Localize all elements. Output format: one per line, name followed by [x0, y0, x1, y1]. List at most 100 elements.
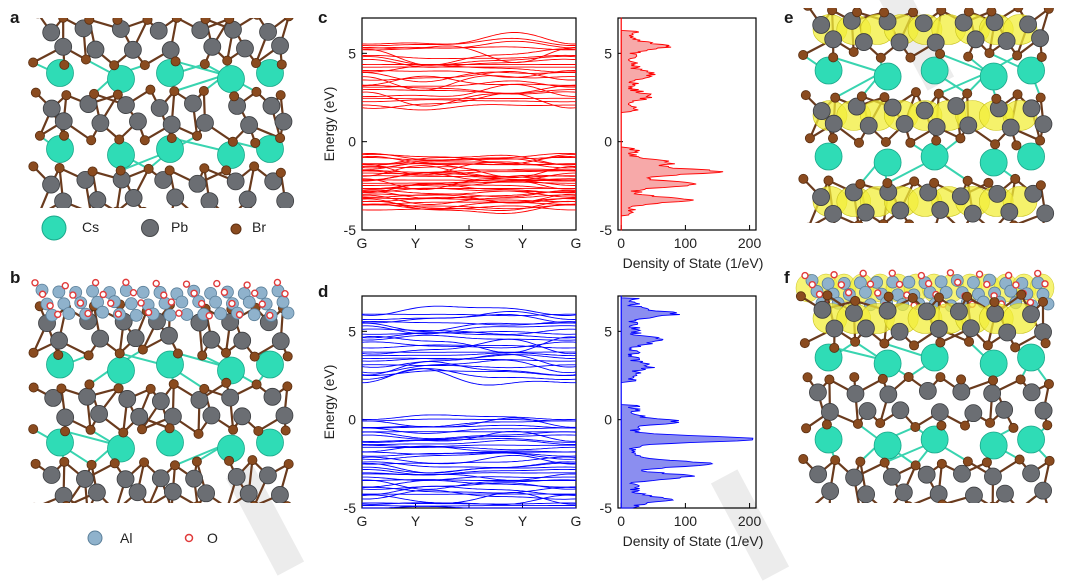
dos-x-tick-label: 200 [738, 235, 762, 251]
o-atom [62, 283, 68, 289]
pb-atom [189, 175, 206, 192]
pb-atom [1037, 205, 1054, 222]
br-atom [850, 372, 859, 381]
br-atom [911, 461, 920, 470]
cs-atom [980, 432, 1007, 459]
br-atom [87, 460, 96, 469]
br-atom [225, 18, 234, 24]
o-atom [153, 280, 159, 286]
pb-atom [227, 173, 244, 190]
pb-atom-icon [137, 216, 167, 242]
br-atom [799, 454, 808, 463]
br-atom [799, 174, 808, 183]
br-atom [276, 133, 285, 142]
pb-atom [962, 320, 979, 337]
o-atom [926, 281, 932, 287]
o-atom [244, 282, 250, 288]
y-tick-label: 5 [604, 323, 612, 339]
pb-atom [272, 37, 289, 54]
pb-atom [896, 115, 913, 132]
pb-atom [953, 465, 970, 482]
pb-atom [960, 117, 977, 134]
pb-atom [857, 320, 874, 337]
br-atom [169, 380, 178, 389]
al-atom [243, 296, 255, 308]
pb-atom [164, 408, 181, 425]
pb-atom [860, 117, 877, 134]
pb-atom [228, 468, 245, 485]
br-atom [825, 375, 834, 384]
br-atom [880, 339, 889, 348]
o-atom [875, 290, 881, 296]
al-atom [63, 307, 75, 319]
br-atom [284, 18, 293, 21]
br-atom [254, 426, 263, 435]
dos-curve [621, 296, 753, 508]
legend-label-o: O [207, 530, 218, 546]
pb-atom [950, 303, 967, 320]
cs-atom [108, 142, 135, 169]
pb-atom [129, 484, 146, 501]
pb-atom [826, 320, 843, 337]
pb-atom [271, 486, 288, 503]
br-atom [992, 94, 1001, 103]
br-atom [251, 58, 260, 67]
pb-atom [895, 484, 912, 501]
br-atom [1009, 423, 1018, 432]
pb-atom [1020, 16, 1037, 33]
pb-atom [76, 470, 93, 487]
al-atom [935, 276, 947, 288]
br-atom [935, 49, 944, 58]
o-atom [977, 271, 983, 277]
o-atom [889, 270, 895, 276]
dos-x-tick-label: 0 [617, 235, 625, 251]
pb-atom [855, 34, 872, 51]
cs-atom [980, 149, 1007, 176]
br-atom [200, 60, 209, 69]
br-atom [851, 337, 860, 346]
br-atom [29, 58, 38, 67]
o-atom [252, 290, 258, 296]
br-atom-icon [227, 220, 247, 240]
y-tick-label: 5 [348, 323, 356, 339]
br-atom [167, 134, 176, 143]
pb-atom [999, 324, 1016, 341]
al-atom [277, 296, 289, 308]
br-atom [171, 57, 180, 66]
pb-atom [1035, 116, 1052, 133]
o-atom [274, 279, 280, 285]
br-atom [1036, 136, 1045, 145]
pb-atom [222, 389, 239, 406]
cs-atom [108, 357, 135, 384]
cs-atom [921, 426, 948, 453]
pb-atom [79, 388, 96, 405]
br-atom [84, 351, 93, 360]
br-atom [88, 167, 97, 176]
pb-atom [813, 16, 830, 33]
o-atom [85, 310, 91, 316]
pb-atom [1023, 384, 1040, 401]
br-atom [853, 419, 862, 428]
br-atom [799, 50, 808, 59]
br-atom [904, 372, 913, 381]
o-atom [229, 301, 235, 307]
br-atom [29, 383, 38, 392]
br-atom [60, 457, 69, 466]
pb-atom [92, 330, 109, 347]
kpoint-label: G [571, 513, 582, 529]
br-atom [138, 345, 147, 354]
pb-atom [989, 185, 1006, 202]
br-atom [31, 88, 40, 97]
br-atom [230, 92, 239, 101]
br-atom [803, 373, 812, 382]
o-atom [191, 290, 197, 296]
br-atom [1043, 421, 1052, 430]
y-tick-label: -5 [344, 500, 357, 516]
br-atom [936, 372, 945, 381]
pb-atom [127, 330, 144, 347]
o-atom [47, 303, 53, 309]
dos-x-axis-label: Density of State (1/eV) [623, 533, 764, 549]
br-atom [1015, 455, 1024, 464]
pb-atom [858, 486, 875, 503]
cs-atom [257, 351, 284, 378]
